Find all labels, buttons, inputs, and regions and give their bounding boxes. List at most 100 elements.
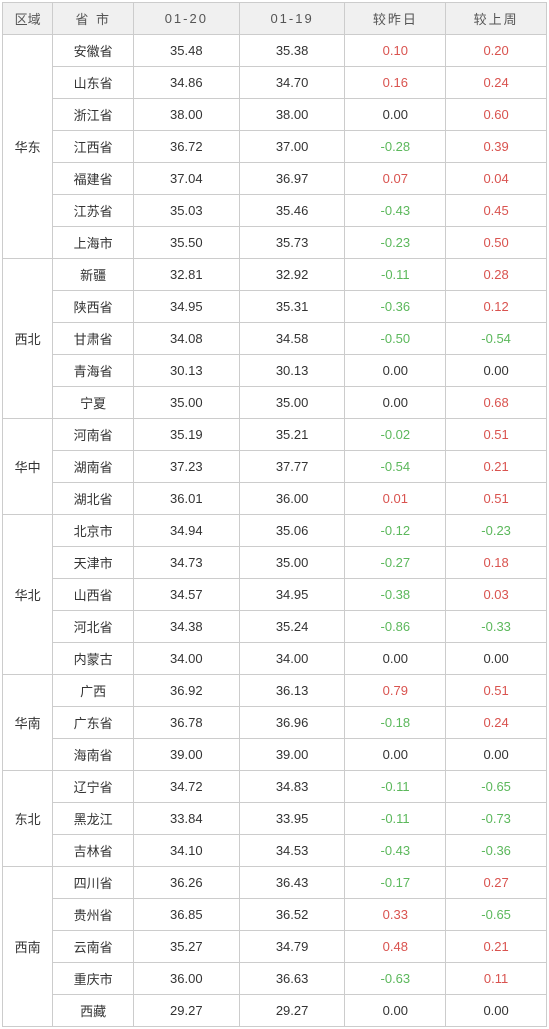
value-date2-cell: 34.95 [239, 579, 345, 611]
week-change-cell: 0.60 [446, 99, 547, 131]
province-cell: 重庆市 [53, 963, 134, 995]
table-row: 福建省37.0436.970.070.04 [3, 163, 547, 195]
province-cell: 内蒙古 [53, 643, 134, 675]
day-change-cell: -0.38 [345, 579, 446, 611]
province-cell: 广西 [53, 675, 134, 707]
week-change-cell: 0.39 [446, 131, 547, 163]
day-change-cell: 0.07 [345, 163, 446, 195]
province-cell: 天津市 [53, 547, 134, 579]
value-date1-cell: 38.00 [133, 99, 239, 131]
value-date2-cell: 32.92 [239, 259, 345, 291]
value-date1-cell: 35.00 [133, 387, 239, 419]
province-cell: 西藏 [53, 995, 134, 1027]
value-date1-cell: 36.85 [133, 899, 239, 931]
province-cell: 北京市 [53, 515, 134, 547]
table-row: 浙江省38.0038.000.000.60 [3, 99, 547, 131]
day-change-cell: -0.12 [345, 515, 446, 547]
value-date1-cell: 36.26 [133, 867, 239, 899]
week-change-cell: 0.11 [446, 963, 547, 995]
week-change-cell: 0.12 [446, 291, 547, 323]
province-cell: 江苏省 [53, 195, 134, 227]
week-change-cell: 0.27 [446, 867, 547, 899]
header-date2: 01-19 [239, 3, 345, 35]
day-change-cell: -0.50 [345, 323, 446, 355]
table-row: 陕西省34.9535.31-0.360.12 [3, 291, 547, 323]
value-date2-cell: 37.77 [239, 451, 345, 483]
day-change-cell: 0.00 [345, 355, 446, 387]
region-cell: 华南 [3, 675, 53, 771]
value-date1-cell: 35.03 [133, 195, 239, 227]
value-date2-cell: 35.73 [239, 227, 345, 259]
week-change-cell: 0.51 [446, 419, 547, 451]
value-date1-cell: 36.78 [133, 707, 239, 739]
table-row: 华南广西36.9236.130.790.51 [3, 675, 547, 707]
header-province: 省 市 [53, 3, 134, 35]
day-change-cell: -0.11 [345, 803, 446, 835]
header-day-change: 较昨日 [345, 3, 446, 35]
value-date2-cell: 36.96 [239, 707, 345, 739]
day-change-cell: 0.01 [345, 483, 446, 515]
province-cell: 河南省 [53, 419, 134, 451]
value-date1-cell: 34.73 [133, 547, 239, 579]
day-change-cell: -0.17 [345, 867, 446, 899]
region-cell: 华东 [3, 35, 53, 259]
province-cell: 湖南省 [53, 451, 134, 483]
value-date2-cell: 35.00 [239, 387, 345, 419]
header-week-change: 较上周 [446, 3, 547, 35]
day-change-cell: -0.54 [345, 451, 446, 483]
region-cell: 华北 [3, 515, 53, 675]
day-change-cell: -0.23 [345, 227, 446, 259]
value-date2-cell: 34.00 [239, 643, 345, 675]
table-row: 宁夏35.0035.000.000.68 [3, 387, 547, 419]
value-date2-cell: 39.00 [239, 739, 345, 771]
week-change-cell: 0.00 [446, 643, 547, 675]
region-cell: 西南 [3, 867, 53, 1027]
value-date1-cell: 35.19 [133, 419, 239, 451]
table-row: 西北新疆32.8132.92-0.110.28 [3, 259, 547, 291]
day-change-cell: -0.18 [345, 707, 446, 739]
day-change-cell: -0.86 [345, 611, 446, 643]
province-cell: 四川省 [53, 867, 134, 899]
week-change-cell: 0.03 [446, 579, 547, 611]
table-body: 华东安徽省35.4835.380.100.20山东省34.8634.700.16… [3, 35, 547, 1027]
price-table: 区域 省 市 01-20 01-19 较昨日 较上周 华东安徽省35.4835.… [2, 2, 547, 1027]
value-date2-cell: 36.52 [239, 899, 345, 931]
week-change-cell: 0.18 [446, 547, 547, 579]
province-cell: 湖北省 [53, 483, 134, 515]
table-row: 华北北京市34.9435.06-0.12-0.23 [3, 515, 547, 547]
header-date1: 01-20 [133, 3, 239, 35]
province-cell: 江西省 [53, 131, 134, 163]
value-date1-cell: 34.57 [133, 579, 239, 611]
value-date2-cell: 36.00 [239, 483, 345, 515]
table-row: 湖北省36.0136.000.010.51 [3, 483, 547, 515]
day-change-cell: 0.48 [345, 931, 446, 963]
week-change-cell: 0.24 [446, 67, 547, 99]
week-change-cell: -0.65 [446, 899, 547, 931]
province-cell: 黑龙江 [53, 803, 134, 835]
day-change-cell: -0.43 [345, 835, 446, 867]
week-change-cell: 0.00 [446, 995, 547, 1027]
value-date1-cell: 34.08 [133, 323, 239, 355]
value-date1-cell: 36.72 [133, 131, 239, 163]
day-change-cell: -0.36 [345, 291, 446, 323]
value-date2-cell: 33.95 [239, 803, 345, 835]
value-date2-cell: 34.58 [239, 323, 345, 355]
table-row: 天津市34.7335.00-0.270.18 [3, 547, 547, 579]
week-change-cell: 0.20 [446, 35, 547, 67]
day-change-cell: 0.00 [345, 995, 446, 1027]
week-change-cell: 0.04 [446, 163, 547, 195]
table-row: 东北辽宁省34.7234.83-0.11-0.65 [3, 771, 547, 803]
value-date2-cell: 34.79 [239, 931, 345, 963]
value-date1-cell: 37.23 [133, 451, 239, 483]
province-cell: 宁夏 [53, 387, 134, 419]
table-row: 华中河南省35.1935.21-0.020.51 [3, 419, 547, 451]
value-date2-cell: 36.43 [239, 867, 345, 899]
day-change-cell: 0.79 [345, 675, 446, 707]
province-cell: 河北省 [53, 611, 134, 643]
value-date1-cell: 36.92 [133, 675, 239, 707]
value-date1-cell: 33.84 [133, 803, 239, 835]
week-change-cell: 0.00 [446, 355, 547, 387]
week-change-cell: -0.36 [446, 835, 547, 867]
week-change-cell: 0.51 [446, 483, 547, 515]
week-change-cell: 0.21 [446, 931, 547, 963]
